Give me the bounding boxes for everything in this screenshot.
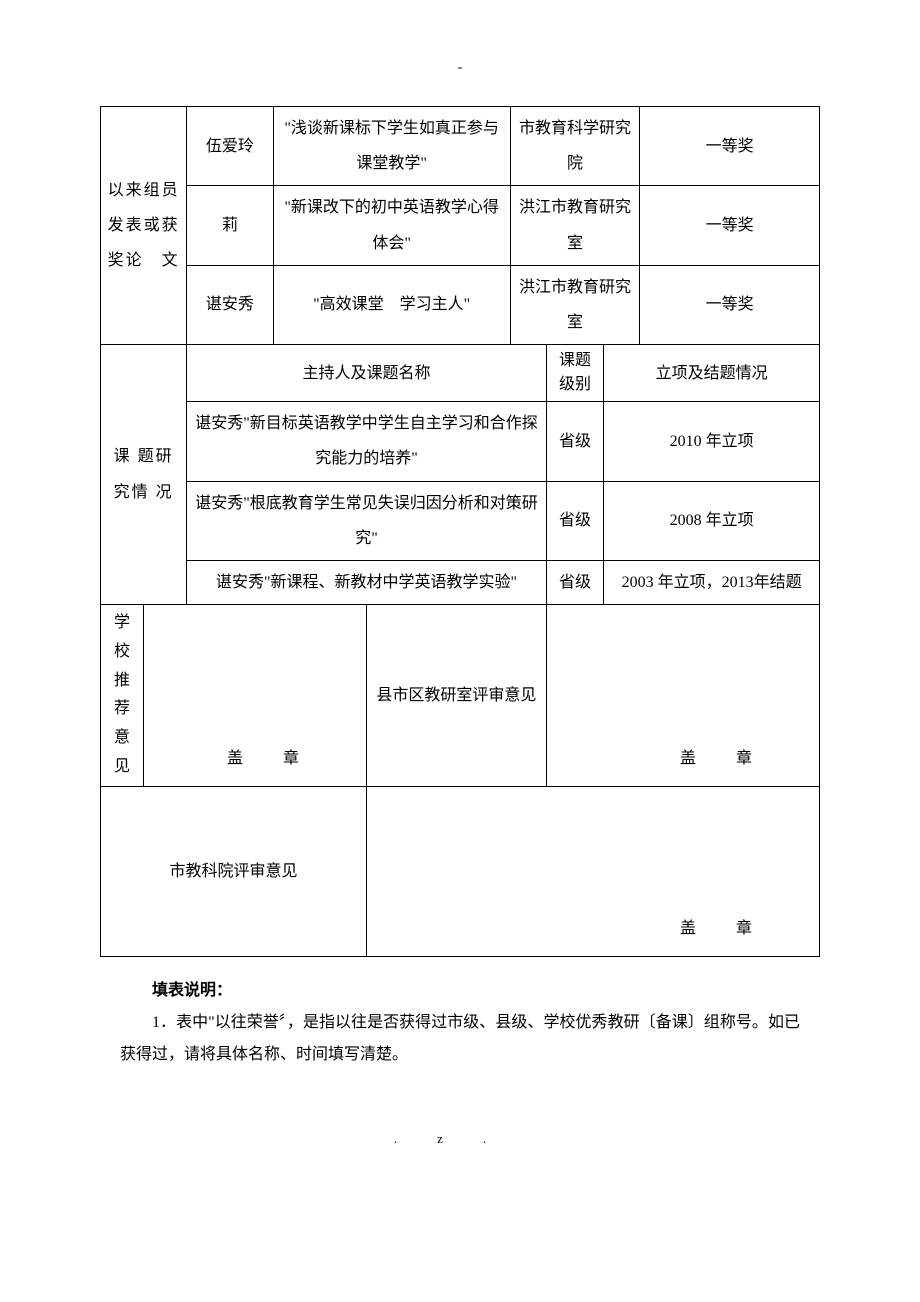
research-status-cell: 2010 年立项 [604,402,820,481]
research-status-cell: 2003 年立项，2013年结题 [604,560,820,604]
stamp-label: 盖 章 [680,911,764,946]
footer-title: 填表说明： [120,975,800,1007]
approval-row-2: 市教科院评审意见 盖 章 [101,786,820,956]
org-cell: 洪江市教育研究室 [510,265,639,344]
award-cell: 一等奖 [640,265,820,344]
research-header-row: 课 题研 究情 况 主持人及课题名称 课题级别 立项及结题情况 [101,345,820,402]
paper-title-cell: "高效课堂 学习主人" [273,265,510,344]
city-opinion-label: 市教科院评审意见 [101,786,367,956]
research-level-cell: 省级 [546,402,604,481]
org-cell: 市教育科学研究院 [510,107,639,186]
research-header-2: 课题级别 [546,345,604,402]
county-opinion-label: 县市区教研室评审意见 [366,605,546,787]
header-mark: - [100,60,820,76]
paper-row: 谌安秀 "高效课堂 学习主人" 洪江市教育研究室 一等奖 [101,265,820,344]
research-level-cell: 省级 [546,481,604,560]
footer-line-1: 1．表中"以往荣誉〞，是指以往是否获得过市级、县级、学校优秀教研〔备课〕组称号。… [120,1007,800,1071]
paper-row: 以来组员发表或获奖论 文 伍爱玲 "浅谈新课标下学生如真正参与课堂教学" 市教育… [101,107,820,186]
author-cell: 谌安秀 [187,265,273,344]
award-cell: 一等奖 [640,186,820,265]
research-header-1: 主持人及课题名称 [187,345,546,402]
research-title-cell: 谌安秀"新目标英语教学中学生自主学习和合作探究能力的培养" [187,402,546,481]
research-row: 谌安秀"新课程、新教材中学英语教学实验" 省级 2003 年立项，2013年结题 [101,560,820,604]
research-status-cell: 2008 年立项 [604,481,820,560]
research-row: 谌安秀"根底教育学生常见失误归因分析和对策研究" 省级 2008 年立项 [101,481,820,560]
footer-notes: 填表说明： 1．表中"以往荣誉〞，是指以往是否获得过市级、县级、学校优秀教研〔备… [100,975,820,1071]
research-header-3: 立项及结题情况 [604,345,820,402]
school-opinion-cell: 盖 章 [144,605,367,787]
approval-row-1: 学校推荐意见 盖 章 县市区教研室评审意见 盖 章 [101,605,820,787]
paper-title-cell: "浅谈新课标下学生如真正参与课堂教学" [273,107,510,186]
author-cell: 伍爱玲 [187,107,273,186]
stamp-label: 盖 章 [227,741,311,776]
award-cell: 一等奖 [640,107,820,186]
school-opinion-label: 学校推荐意见 [101,605,144,787]
paper-row: 莉 "新课改下的初中英语教学心得体会" 洪江市教育研究室 一等奖 [101,186,820,265]
document-table: 以来组员发表或获奖论 文 伍爱玲 "浅谈新课标下学生如真正参与课堂教学" 市教育… [100,106,820,957]
research-level-cell: 省级 [546,560,604,604]
org-cell: 洪江市教育研究室 [510,186,639,265]
research-row: 谌安秀"新目标英语教学中学生自主学习和合作探究能力的培养" 省级 2010 年立… [101,402,820,481]
stamp-label: 盖 章 [680,741,764,776]
section2-label: 课 题研 究情 况 [101,345,187,605]
section1-label: 以来组员发表或获奖论 文 [101,107,187,345]
research-title-cell: 谌安秀"新课程、新教材中学英语教学实验" [187,560,546,604]
county-opinion-cell: 盖 章 [546,605,819,787]
footer-mark: .z. [100,1131,820,1147]
city-opinion-cell: 盖 章 [366,786,819,956]
research-title-cell: 谌安秀"根底教育学生常见失误归因分析和对策研究" [187,481,546,560]
author-cell: 莉 [187,186,273,265]
paper-title-cell: "新课改下的初中英语教学心得体会" [273,186,510,265]
